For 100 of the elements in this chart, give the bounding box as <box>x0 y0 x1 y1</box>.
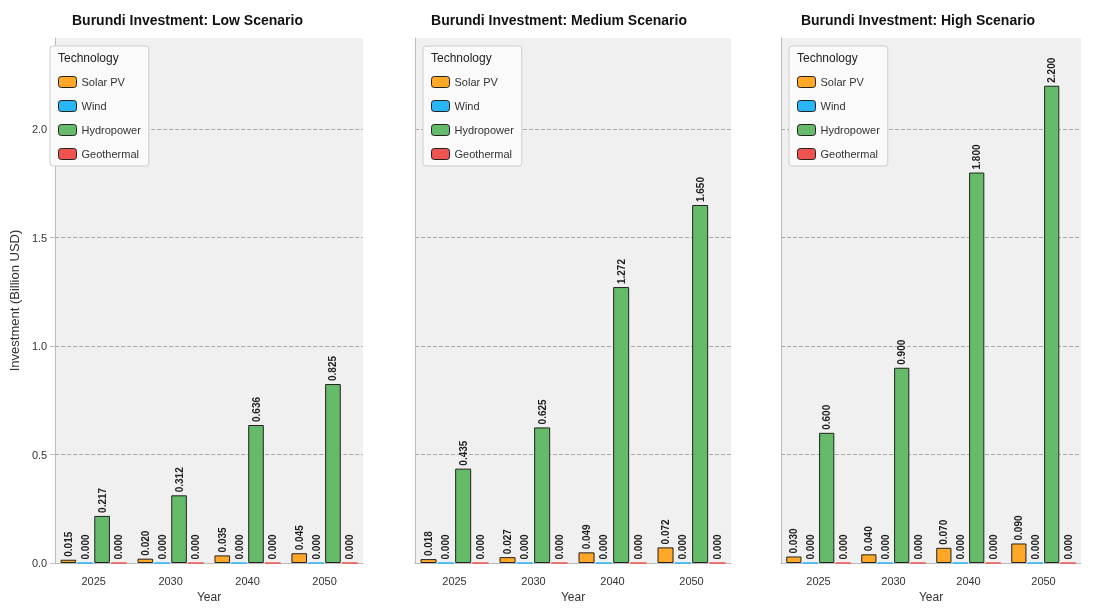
x-tick-label: 2050 <box>1031 574 1056 587</box>
data-label: 0.000 <box>156 534 168 560</box>
data-label: 0.000 <box>113 534 125 560</box>
bar <box>455 468 472 563</box>
x-axis-title: Year <box>196 590 222 604</box>
data-label: 0.312 <box>173 466 185 493</box>
bar <box>1011 543 1027 563</box>
legend-label: Geothermal <box>81 148 139 160</box>
legend-label: Wind <box>454 100 480 112</box>
bar <box>499 557 516 563</box>
bar <box>613 287 630 563</box>
data-label: 1.800 <box>971 144 983 170</box>
data-label: 2.200 <box>1046 57 1058 83</box>
data-label: 0.000 <box>598 534 610 560</box>
legend-label: Hydropower <box>820 124 881 136</box>
data-label: 0.000 <box>804 534 816 560</box>
legend-label: Solar PV <box>454 76 499 88</box>
x-axis-title: Year <box>560 590 586 604</box>
x-tick-label: 2030 <box>881 574 906 587</box>
legend-label: Wind <box>81 100 107 112</box>
legend-label: Hydropower <box>81 124 142 136</box>
data-label: 0.000 <box>632 534 644 560</box>
bar <box>1044 85 1060 563</box>
x-tick-label: 2030 <box>521 574 546 587</box>
legend-title: Technology <box>58 51 119 65</box>
legend-label: Wind <box>820 100 846 112</box>
bar <box>936 547 952 563</box>
data-label: 1.650 <box>694 176 706 203</box>
x-tick-label: 2050 <box>312 574 337 587</box>
data-label: 0.000 <box>519 534 531 560</box>
data-label: 0.000 <box>190 534 202 560</box>
data-label: 0.000 <box>79 534 91 560</box>
data-label: 0.000 <box>677 534 689 560</box>
data-label: 0.000 <box>310 534 322 560</box>
data-label: 0.027 <box>502 528 514 555</box>
data-label: 0.000 <box>1029 534 1041 560</box>
bar <box>291 553 308 563</box>
x-tick-label: 2040 <box>956 574 981 587</box>
data-label: 0.015 <box>62 531 74 557</box>
bar <box>94 515 110 563</box>
data-label: 0.000 <box>233 534 245 560</box>
data-label: 0.000 <box>711 534 723 560</box>
legend-title: Technology <box>797 51 858 65</box>
bar <box>171 495 187 563</box>
bar <box>657 547 674 563</box>
data-label: 0.825 <box>327 355 339 382</box>
data-label: 0.600 <box>821 404 833 430</box>
data-label: 0.000 <box>987 534 999 560</box>
x-tick-label: 2040 <box>600 574 625 587</box>
data-label: 0.035 <box>216 526 228 553</box>
data-label: 0.636 <box>250 396 262 423</box>
data-label: 0.045 <box>293 524 305 551</box>
bar <box>861 554 877 563</box>
chart-title: Burundi Investment: High Scenario <box>800 12 1036 28</box>
legend-title: Technology <box>431 51 492 65</box>
data-label: 0.000 <box>267 534 279 560</box>
data-label: 0.000 <box>440 534 452 560</box>
y-axis-title: Investment (Billion USD) <box>7 229 22 372</box>
y-tick-label: 2.0 <box>31 123 48 136</box>
bar <box>137 558 154 563</box>
bar <box>819 432 835 563</box>
data-label: 0.049 <box>581 523 593 550</box>
x-tick-label: 2030 <box>158 574 183 587</box>
bar <box>325 384 341 563</box>
data-label: 0.000 <box>837 534 849 560</box>
y-tick-label: 1.5 <box>31 231 48 244</box>
data-label: 1.272 <box>615 258 627 285</box>
data-label: 0.070 <box>938 519 950 545</box>
bar <box>578 552 595 563</box>
data-label: 0.000 <box>344 534 356 560</box>
legend-label: Solar PV <box>820 76 865 88</box>
data-label: 0.435 <box>457 440 469 466</box>
bar <box>786 556 802 563</box>
x-tick-label: 2025 <box>81 574 106 587</box>
bar <box>894 367 910 563</box>
data-label: 0.090 <box>1013 515 1025 541</box>
x-tick-label: 2025 <box>442 574 467 587</box>
y-tick-label: 1.0 <box>31 340 48 353</box>
y-tick-label: 0.0 <box>31 557 48 569</box>
data-label: 0.000 <box>1062 534 1074 560</box>
bar <box>969 172 985 563</box>
x-tick-label: 2025 <box>806 574 831 587</box>
data-label: 0.000 <box>879 534 891 560</box>
x-tick-label: 2040 <box>235 574 260 587</box>
x-axis-title: Year <box>918 590 944 604</box>
legend-label: Geothermal <box>454 148 512 160</box>
data-label: 0.625 <box>536 398 548 425</box>
data-label: 0.900 <box>896 339 908 365</box>
legend-label: Solar PV <box>81 76 126 88</box>
data-label: 0.020 <box>139 530 151 556</box>
chart-title: Burundi Investment: Low Scenario <box>71 12 304 28</box>
data-label: 0.040 <box>863 525 875 552</box>
data-label: 0.000 <box>954 534 966 560</box>
data-label: 0.000 <box>912 534 924 560</box>
data-label: 0.000 <box>553 534 565 560</box>
bar <box>420 559 437 563</box>
bar <box>248 425 264 563</box>
legend-label: Geothermal <box>820 148 878 160</box>
y-tick-label: 0.5 <box>31 448 48 461</box>
bar <box>534 427 551 563</box>
